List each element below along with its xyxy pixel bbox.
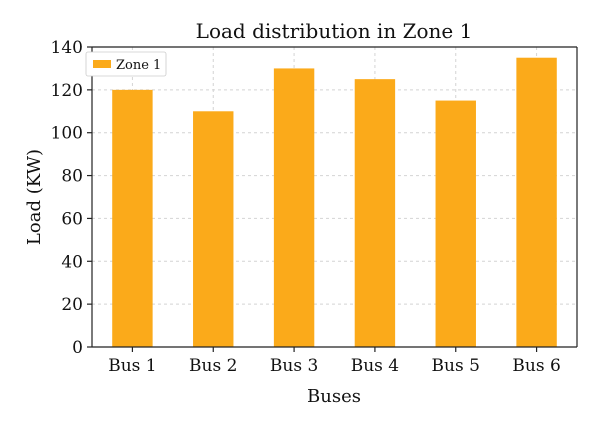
bar-bus-5	[435, 100, 476, 347]
x-tick-label-bus-6: Bus 6	[512, 356, 560, 376]
x-tick-label-bus-2: Bus 2	[189, 356, 237, 376]
x-ticks: Bus 1 Bus 2 Bus 3 Bus 4 Bus 5 Bus 6	[108, 347, 561, 376]
bars	[112, 57, 557, 348]
legend: Zone 1	[85, 51, 167, 77]
y-tick-label-100: 100	[51, 124, 83, 144]
y-ticks: 0 20 40 60 80 100 120 140	[51, 38, 92, 358]
y-tick-label-120: 120	[51, 81, 83, 101]
bar-bus-4	[354, 79, 396, 348]
x-axis-label: Buses	[307, 386, 361, 407]
y-axis-label: Load (KW)	[24, 149, 45, 245]
chart-title: Load distribution in Zone 1	[196, 19, 473, 43]
y-tick-label-60: 60	[61, 209, 83, 229]
x-tick-label-bus-1: Bus 1	[108, 356, 156, 376]
x-tick-label-bus-4: Bus 4	[351, 356, 399, 376]
bar-bus-1	[112, 89, 153, 347]
x-tick-label-bus-5: Bus 5	[432, 356, 480, 376]
y-tick-label-140: 140	[51, 38, 83, 58]
y-tick-label-20: 20	[61, 295, 83, 315]
legend-label-zone-1: Zone 1	[116, 58, 161, 73]
y-tick-label-40: 40	[61, 252, 83, 272]
legend-swatch-zone-1	[93, 60, 111, 68]
bar-bus-3	[273, 68, 315, 347]
bar-bus-2	[193, 111, 234, 348]
grid-lines	[92, 47, 577, 347]
y-tick-label-80: 80	[61, 167, 83, 187]
bar-bus-6	[516, 57, 557, 347]
legend-box	[85, 51, 167, 77]
x-tick-label-bus-3: Bus 3	[270, 356, 318, 376]
y-tick-label-0: 0	[72, 338, 83, 358]
axes	[91, 46, 578, 348]
